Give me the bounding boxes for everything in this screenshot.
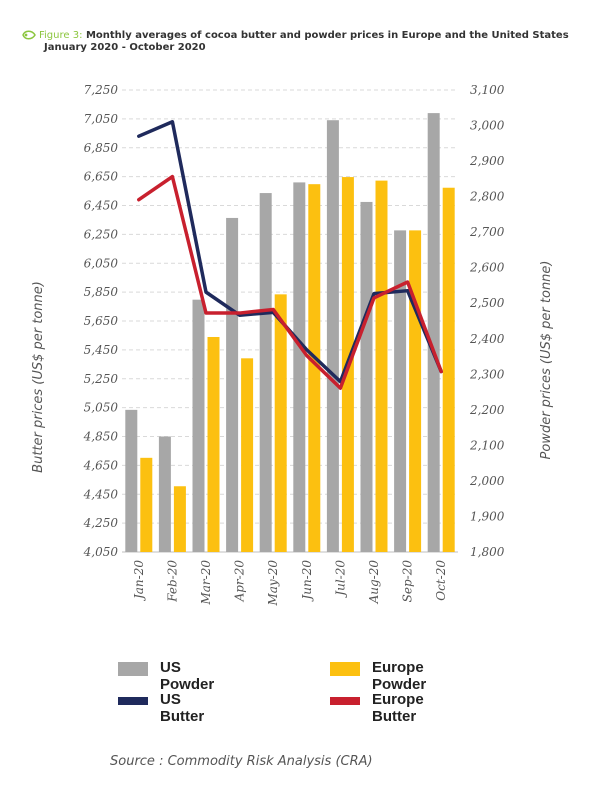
x-tick-label: May-20 bbox=[266, 560, 280, 607]
legend-label-us-butter: US Butter bbox=[160, 691, 205, 725]
legend-swatch-us-butter bbox=[118, 697, 148, 705]
left-tick-label: 6,250 bbox=[84, 227, 119, 241]
bar-europe-powder-jun-20 bbox=[308, 184, 321, 552]
bar-us-powder-may-20 bbox=[259, 193, 272, 553]
bar-europe-powder-jan-20 bbox=[140, 457, 153, 552]
x-tick-label: Aug-20 bbox=[367, 560, 381, 605]
left-tick-label: 4,450 bbox=[83, 487, 119, 501]
right-tick-label: 1,900 bbox=[470, 509, 505, 523]
right-axis-ticks: 1,800 1,900 2,000 2,100 2,200 2,300 2,400 2,500… bbox=[469, 83, 505, 559]
left-tick-label: 6,450 bbox=[84, 199, 119, 213]
right-tick-label: 2,200 bbox=[469, 403, 505, 417]
bar-us-powder-oct-20 bbox=[427, 113, 440, 552]
line-europe-butter bbox=[137, 174, 443, 390]
bar-europe-powder-mar-20 bbox=[207, 336, 220, 552]
figure-subtitle: January 2020 - October 2020 bbox=[44, 42, 206, 53]
bar-europe-powder-oct-20 bbox=[442, 187, 455, 552]
grid-lines bbox=[122, 89, 458, 553]
bar-europe-powder-may-20 bbox=[274, 294, 287, 552]
x-tick-label: Feb-20 bbox=[165, 560, 179, 603]
legend-swatch-us-powder bbox=[118, 662, 148, 676]
bar-us-powder-mar-20 bbox=[192, 299, 205, 552]
x-axis-ticks: Jan-20 Feb-20 Mar-20 Apr-20 May-20 Jun-20 Jul-… bbox=[132, 560, 448, 607]
right-tick-label: 2,600 bbox=[469, 261, 505, 275]
source-note: Source : Commodity Risk Analysis (CRA) bbox=[110, 754, 373, 769]
right-tick-label: 1,800 bbox=[470, 545, 505, 559]
right-tick-label: 2,800 bbox=[469, 190, 505, 204]
right-tick-label: 2,300 bbox=[469, 367, 505, 381]
bar-us-powder-jan-20 bbox=[125, 409, 138, 552]
figure-title: Monthly averages of cocoa butter and pow… bbox=[85, 30, 569, 41]
left-tick-label: 6,050 bbox=[84, 256, 119, 270]
legend-swatch-europe-powder bbox=[330, 662, 360, 676]
right-tick-label: 2,100 bbox=[469, 438, 505, 452]
left-axis-ticks: 4,050 4,250 4,450 4,650 4,850 5,050 5,250 5,450… bbox=[83, 83, 119, 559]
left-axis-title: Butter prices (US$ per tonne) bbox=[31, 281, 46, 473]
x-tick-label: Jul-20 bbox=[333, 560, 347, 599]
figure-header: Figure 3: Monthly averages of cocoa butt… bbox=[22, 30, 572, 54]
right-tick-label: 2,000 bbox=[469, 474, 505, 488]
bar-europe-powder-aug-20 bbox=[375, 180, 388, 552]
legend-label-us-powder: US Powder bbox=[160, 659, 215, 693]
bar-us-powder-feb-20 bbox=[158, 436, 171, 552]
left-tick-label: 5,850 bbox=[84, 285, 119, 299]
left-tick-label: 5,450 bbox=[84, 343, 119, 357]
bar-us-powder-jun-20 bbox=[293, 182, 306, 552]
bar-us-powder-jul-20 bbox=[326, 120, 339, 552]
x-tick-label: Mar-20 bbox=[199, 560, 213, 606]
bar-us-powder-sep-20 bbox=[394, 230, 407, 552]
left-tick-label: 5,250 bbox=[84, 372, 119, 386]
x-tick-label: Sep-20 bbox=[401, 560, 415, 603]
right-tick-label: 3,000 bbox=[470, 119, 505, 133]
x-tick-label: Apr-20 bbox=[233, 560, 247, 603]
left-tick-label: 6,650 bbox=[84, 170, 119, 184]
x-tick-label: Jan-20 bbox=[132, 560, 146, 602]
x-tick-label: Jun-20 bbox=[300, 560, 314, 603]
left-tick-label: 4,250 bbox=[83, 516, 119, 530]
x-tick-label: Oct-20 bbox=[434, 560, 448, 601]
right-tick-label: 2,500 bbox=[469, 296, 505, 310]
left-tick-label: 5,650 bbox=[84, 314, 119, 328]
left-tick-label: 4,650 bbox=[83, 458, 119, 472]
bar-europe-powder-feb-20 bbox=[173, 486, 186, 552]
legend-label-europe-butter: Europe Butter bbox=[372, 691, 424, 725]
right-tick-label: 2,700 bbox=[469, 225, 505, 239]
right-axis-title: Powder prices (US$ per tonne) bbox=[539, 261, 554, 460]
cocoa-price-chart: 4,050 4,250 4,450 4,650 4,850 5,050 5,250 5,450… bbox=[31, 83, 554, 607]
figure-label: Figure 3: bbox=[39, 30, 83, 41]
right-tick-label: 3,100 bbox=[470, 83, 505, 97]
bar-europe-powder-sep-20 bbox=[409, 230, 422, 552]
right-tick-label: 2,900 bbox=[469, 154, 505, 168]
left-tick-label: 4,850 bbox=[83, 430, 119, 444]
left-tick-label: 7,050 bbox=[84, 112, 119, 126]
line-series bbox=[137, 120, 443, 390]
left-tick-label: 4,050 bbox=[83, 545, 119, 559]
bar-us-powder-apr-20 bbox=[226, 217, 239, 552]
right-tick-label: 2,400 bbox=[469, 332, 505, 346]
left-tick-label: 6,850 bbox=[84, 141, 119, 155]
leaf-logo-icon bbox=[22, 30, 36, 40]
legend-swatch-europe-butter bbox=[330, 697, 360, 705]
bar-series bbox=[125, 113, 455, 553]
left-tick-label: 5,050 bbox=[84, 401, 119, 415]
bar-us-powder-aug-20 bbox=[360, 201, 373, 552]
legend-label-europe-powder: Europe Powder bbox=[372, 659, 427, 693]
figure-title-line1: Figure 3: Monthly averages of cocoa butt… bbox=[22, 30, 572, 42]
bar-europe-powder-apr-20 bbox=[241, 358, 254, 552]
left-tick-label: 7,250 bbox=[84, 83, 119, 97]
